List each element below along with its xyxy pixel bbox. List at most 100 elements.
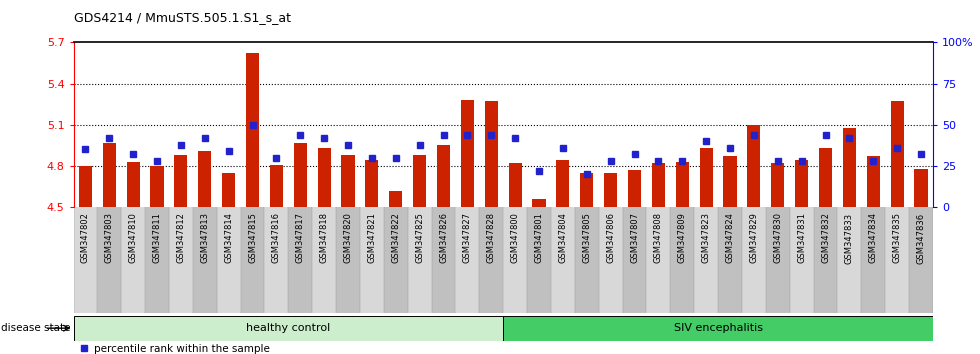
Bar xyxy=(909,207,933,313)
Bar xyxy=(122,207,145,313)
Text: GSM347832: GSM347832 xyxy=(821,212,830,263)
Bar xyxy=(222,173,235,207)
Text: GSM347801: GSM347801 xyxy=(534,212,544,263)
Text: GSM347820: GSM347820 xyxy=(344,212,353,263)
Bar xyxy=(265,207,288,313)
Text: GSM347811: GSM347811 xyxy=(153,212,162,263)
Bar xyxy=(270,165,283,207)
Text: GSM347803: GSM347803 xyxy=(105,212,114,263)
Text: GSM347836: GSM347836 xyxy=(916,212,925,263)
Bar xyxy=(628,170,641,207)
Text: GSM347826: GSM347826 xyxy=(439,212,448,263)
Bar xyxy=(479,207,504,313)
Text: GSM347833: GSM347833 xyxy=(845,212,854,263)
Text: GSM347808: GSM347808 xyxy=(654,212,662,263)
Bar xyxy=(456,207,479,313)
Text: GSM347802: GSM347802 xyxy=(81,212,90,263)
Text: GSM347822: GSM347822 xyxy=(391,212,400,263)
Text: GSM347835: GSM347835 xyxy=(893,212,902,263)
Text: GSM347817: GSM347817 xyxy=(296,212,305,263)
Text: GSM347809: GSM347809 xyxy=(678,212,687,263)
Bar xyxy=(174,155,187,207)
Bar xyxy=(795,160,808,207)
Bar xyxy=(318,148,330,207)
Bar xyxy=(103,143,116,207)
Bar xyxy=(843,127,856,207)
Bar xyxy=(723,156,737,207)
Text: healthy control: healthy control xyxy=(246,323,330,333)
Bar xyxy=(718,207,742,313)
Bar xyxy=(748,125,760,207)
Text: GSM347813: GSM347813 xyxy=(200,212,210,263)
Bar xyxy=(241,207,265,313)
Bar xyxy=(813,207,838,313)
Bar xyxy=(151,166,164,207)
Text: GSM347818: GSM347818 xyxy=(319,212,328,263)
Text: GSM347804: GSM347804 xyxy=(559,212,567,263)
Bar xyxy=(145,207,169,313)
Bar xyxy=(532,199,546,207)
Text: GSM347829: GSM347829 xyxy=(750,212,759,263)
Bar xyxy=(126,162,140,207)
Bar xyxy=(914,169,928,207)
Bar xyxy=(193,207,217,313)
Bar xyxy=(389,190,403,207)
Bar xyxy=(700,148,712,207)
Text: GSM347814: GSM347814 xyxy=(224,212,233,263)
Bar xyxy=(527,207,551,313)
Bar xyxy=(838,207,861,313)
Text: GSM347821: GSM347821 xyxy=(368,212,376,263)
Bar xyxy=(198,151,212,207)
Text: disease state: disease state xyxy=(1,323,71,333)
Bar xyxy=(670,207,694,313)
Bar xyxy=(557,160,569,207)
Bar xyxy=(246,53,259,207)
Text: GSM347810: GSM347810 xyxy=(128,212,137,263)
Text: GSM347800: GSM347800 xyxy=(511,212,519,263)
Bar xyxy=(485,102,498,207)
Text: GSM347824: GSM347824 xyxy=(725,212,735,263)
Bar xyxy=(891,102,904,207)
Text: SIV encephalitis: SIV encephalitis xyxy=(673,323,762,333)
Bar xyxy=(551,207,575,313)
Bar xyxy=(575,207,599,313)
Bar xyxy=(509,163,521,207)
Bar xyxy=(97,207,122,313)
Bar xyxy=(580,173,593,207)
Bar xyxy=(771,163,784,207)
Bar xyxy=(461,100,474,207)
Text: GSM347834: GSM347834 xyxy=(869,212,878,263)
Bar xyxy=(652,163,665,207)
Bar xyxy=(504,316,933,341)
Text: GSM347823: GSM347823 xyxy=(702,212,710,263)
Text: GSM347827: GSM347827 xyxy=(463,212,472,263)
Bar xyxy=(74,207,97,313)
Bar xyxy=(336,207,360,313)
Text: GSM347825: GSM347825 xyxy=(416,212,424,263)
Bar xyxy=(694,207,718,313)
Bar xyxy=(341,155,355,207)
Text: GSM347815: GSM347815 xyxy=(248,212,257,263)
Bar xyxy=(599,207,622,313)
Text: GSM347806: GSM347806 xyxy=(607,212,615,263)
Bar xyxy=(765,207,790,313)
Text: GDS4214 / MmuSTS.505.1.S1_s_at: GDS4214 / MmuSTS.505.1.S1_s_at xyxy=(74,11,290,24)
Bar xyxy=(885,207,909,313)
Bar xyxy=(437,145,450,207)
Bar xyxy=(74,316,504,341)
Bar xyxy=(414,155,426,207)
Bar xyxy=(366,160,378,207)
Bar xyxy=(861,207,885,313)
Bar xyxy=(408,207,431,313)
Legend: transformed count, percentile rank within the sample: transformed count, percentile rank withi… xyxy=(78,332,270,354)
Bar xyxy=(288,207,313,313)
Text: GSM347807: GSM347807 xyxy=(630,212,639,263)
Bar xyxy=(622,207,647,313)
Text: GSM347805: GSM347805 xyxy=(582,212,591,263)
Text: GSM347828: GSM347828 xyxy=(487,212,496,263)
Bar xyxy=(604,173,617,207)
Text: GSM347831: GSM347831 xyxy=(797,212,807,263)
Bar xyxy=(676,162,689,207)
Bar xyxy=(217,207,241,313)
Text: GSM347816: GSM347816 xyxy=(271,212,281,263)
